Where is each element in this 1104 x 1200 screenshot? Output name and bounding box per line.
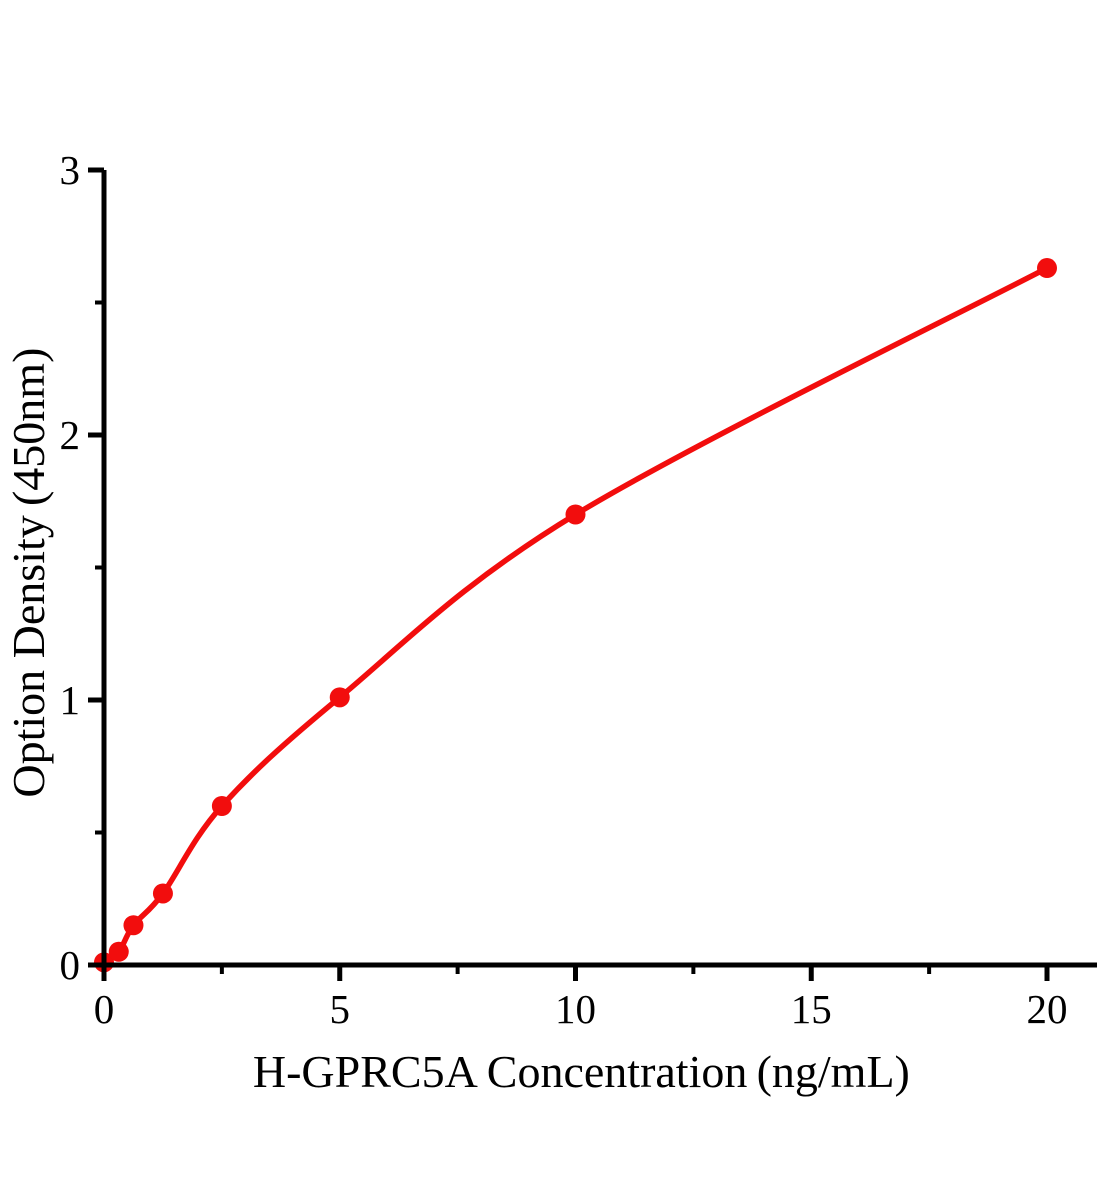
tick-label-layer: 0 5 10 15 20 0 1 2 3 <box>60 147 1068 1032</box>
x-tick-label: 5 <box>330 986 351 1032</box>
x-tick-label: 0 <box>94 986 115 1032</box>
data-point <box>123 915 144 936</box>
data-point <box>329 687 350 708</box>
y-axis-title: Option Density (450nm) <box>3 338 54 797</box>
y-tick-label: 0 <box>60 942 81 988</box>
x-tick-label: 20 <box>1027 986 1068 1032</box>
y-tick-label: 3 <box>60 147 81 193</box>
data-point <box>565 504 586 525</box>
standard-curve-line <box>101 265 1050 966</box>
x-axis-title: H-GPRC5A Concentration (ng/mL) <box>253 1046 919 1097</box>
data-point <box>108 941 129 962</box>
x-tick-label: 15 <box>791 986 832 1032</box>
y-tick-label: 2 <box>60 412 81 458</box>
data-point <box>1037 258 1057 279</box>
data-point <box>152 883 173 904</box>
curve-layer <box>94 258 1057 973</box>
x-tick-label: 10 <box>555 986 596 1032</box>
axes-layer <box>88 167 1097 981</box>
y-tick-label: 1 <box>60 677 81 723</box>
data-point <box>211 796 232 816</box>
